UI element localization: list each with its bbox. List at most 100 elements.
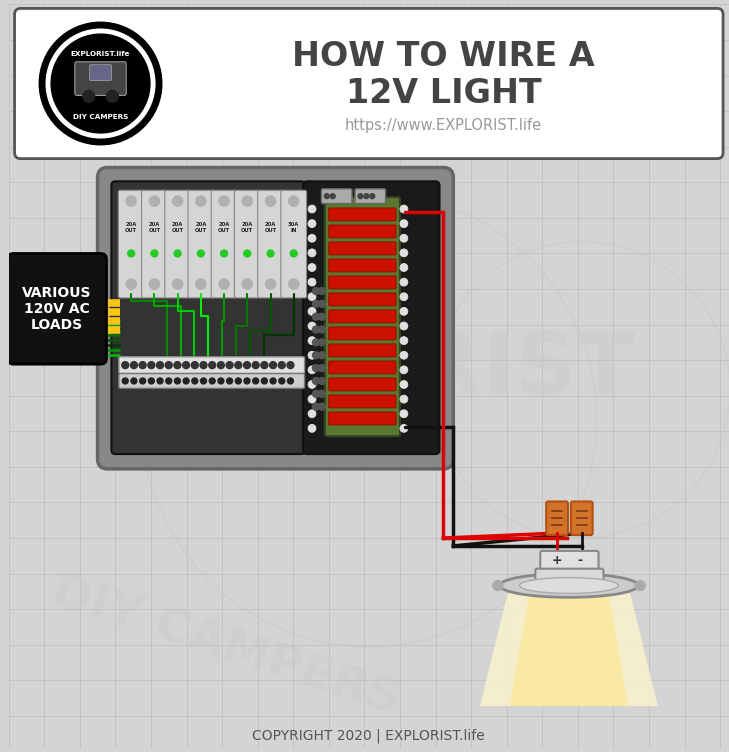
Circle shape xyxy=(242,196,253,207)
Text: DIY CAMPERS: DIY CAMPERS xyxy=(73,114,128,120)
Circle shape xyxy=(208,362,216,368)
Circle shape xyxy=(400,337,408,344)
Text: 20A
OUT: 20A OUT xyxy=(241,223,254,233)
Circle shape xyxy=(308,351,316,359)
Circle shape xyxy=(149,378,155,384)
Circle shape xyxy=(235,378,241,384)
Circle shape xyxy=(174,378,180,384)
Circle shape xyxy=(151,250,158,257)
Circle shape xyxy=(324,194,330,199)
Text: https://www.EXPLORIST.life: https://www.EXPLORIST.life xyxy=(345,117,542,132)
Circle shape xyxy=(400,205,408,213)
Circle shape xyxy=(308,381,316,389)
FancyBboxPatch shape xyxy=(321,189,352,204)
Circle shape xyxy=(313,326,319,333)
Circle shape xyxy=(192,378,198,384)
Circle shape xyxy=(278,378,285,384)
Circle shape xyxy=(319,339,325,346)
Circle shape xyxy=(183,362,190,368)
FancyBboxPatch shape xyxy=(141,190,167,298)
Circle shape xyxy=(400,249,408,257)
Circle shape xyxy=(400,381,408,389)
Circle shape xyxy=(140,378,146,384)
Circle shape xyxy=(290,250,297,257)
FancyBboxPatch shape xyxy=(329,344,396,357)
Circle shape xyxy=(217,362,225,368)
Circle shape xyxy=(400,278,408,286)
Circle shape xyxy=(319,314,325,320)
Circle shape xyxy=(400,351,408,359)
FancyBboxPatch shape xyxy=(75,62,126,96)
Circle shape xyxy=(308,337,316,344)
Circle shape xyxy=(364,194,369,199)
Circle shape xyxy=(46,29,155,138)
Circle shape xyxy=(308,424,316,432)
Text: life: life xyxy=(304,395,434,464)
Circle shape xyxy=(125,279,136,290)
FancyBboxPatch shape xyxy=(329,327,396,340)
Text: 20A
OUT: 20A OUT xyxy=(125,223,137,233)
Circle shape xyxy=(209,378,215,384)
Circle shape xyxy=(319,403,325,410)
FancyBboxPatch shape xyxy=(329,242,396,255)
Circle shape xyxy=(308,235,316,242)
Text: 20A
OUT: 20A OUT xyxy=(148,223,160,233)
Circle shape xyxy=(243,250,251,257)
Ellipse shape xyxy=(520,578,618,593)
Circle shape xyxy=(319,300,325,308)
Circle shape xyxy=(174,250,181,257)
Circle shape xyxy=(313,287,319,295)
Circle shape xyxy=(172,196,183,207)
Circle shape xyxy=(400,395,408,403)
Text: HOW TO WIRE A: HOW TO WIRE A xyxy=(292,41,595,74)
Circle shape xyxy=(308,263,316,271)
Circle shape xyxy=(400,293,408,301)
Circle shape xyxy=(308,205,316,213)
Circle shape xyxy=(278,362,285,368)
Polygon shape xyxy=(480,593,658,706)
Circle shape xyxy=(308,322,316,330)
Circle shape xyxy=(219,196,230,207)
Circle shape xyxy=(400,308,408,315)
Circle shape xyxy=(308,395,316,403)
Circle shape xyxy=(265,196,276,207)
Circle shape xyxy=(265,279,276,290)
Circle shape xyxy=(148,362,155,368)
Circle shape xyxy=(288,196,299,207)
FancyBboxPatch shape xyxy=(535,569,604,587)
Circle shape xyxy=(270,378,276,384)
Circle shape xyxy=(400,235,408,242)
Circle shape xyxy=(400,410,408,417)
Circle shape xyxy=(157,362,163,368)
Circle shape xyxy=(358,194,363,199)
FancyBboxPatch shape xyxy=(329,208,396,221)
Circle shape xyxy=(262,378,268,384)
FancyBboxPatch shape xyxy=(257,190,284,298)
Circle shape xyxy=(308,278,316,286)
Text: 20A
OUT: 20A OUT xyxy=(171,223,184,233)
FancyBboxPatch shape xyxy=(211,190,237,298)
Circle shape xyxy=(308,220,316,228)
FancyBboxPatch shape xyxy=(8,253,106,364)
Circle shape xyxy=(313,378,319,384)
FancyBboxPatch shape xyxy=(329,361,396,374)
Circle shape xyxy=(267,250,274,257)
FancyBboxPatch shape xyxy=(329,378,396,391)
Text: 20A
OUT: 20A OUT xyxy=(218,223,230,233)
FancyBboxPatch shape xyxy=(325,197,400,436)
Circle shape xyxy=(308,308,316,315)
Circle shape xyxy=(128,250,135,257)
Circle shape xyxy=(370,194,375,199)
Circle shape xyxy=(308,410,316,417)
Circle shape xyxy=(122,378,128,384)
Circle shape xyxy=(149,196,160,207)
Circle shape xyxy=(130,362,137,368)
FancyBboxPatch shape xyxy=(281,190,307,298)
Circle shape xyxy=(252,362,259,368)
Circle shape xyxy=(313,365,319,371)
Circle shape xyxy=(243,362,251,368)
Circle shape xyxy=(313,300,319,308)
FancyBboxPatch shape xyxy=(329,310,396,323)
Circle shape xyxy=(165,362,172,368)
Circle shape xyxy=(308,249,316,257)
